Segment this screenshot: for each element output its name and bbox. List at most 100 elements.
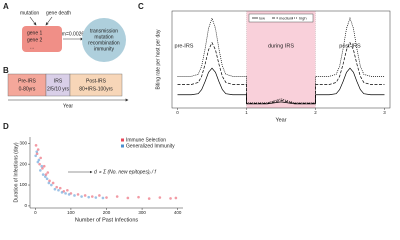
process: mutation: [94, 34, 113, 40]
point: [87, 195, 91, 199]
point: [41, 167, 44, 170]
point: [48, 179, 51, 183]
point: [47, 181, 51, 185]
point: [51, 181, 55, 185]
stage-name: Pre-IRS: [18, 78, 36, 84]
point: [76, 193, 80, 196]
point: [39, 169, 42, 172]
point: [53, 187, 57, 191]
panel-label: C: [138, 2, 144, 11]
point: [94, 196, 98, 199]
stage-name: IRS: [54, 78, 63, 84]
x-tick-label: 1: [245, 110, 248, 115]
point: [50, 183, 53, 187]
timeline: Pre-IRS 0-80yrs IRS 2/5/10 yrs Post-IRS 80+IR…: [7, 73, 123, 97]
formula: d ∝ Σ (No. new epitopes)ⱼ / f: [94, 169, 157, 175]
arrow: [45, 16, 53, 26]
panel-label: A: [3, 2, 9, 11]
point: [147, 197, 151, 200]
x-axis-label: Number of Past Infections: [75, 217, 139, 223]
x-axis-label: Year: [275, 117, 286, 123]
stage: [69, 73, 123, 97]
y-tick-label: 100: [19, 182, 27, 187]
process: transmission: [90, 28, 118, 34]
panel-label: D: [3, 122, 9, 131]
point: [98, 194, 101, 197]
point: [158, 196, 162, 199]
page: A B C D mutation gene death gene 1 gene …: [3, 2, 391, 224]
legend-label: high: [299, 15, 307, 20]
point: [41, 173, 45, 176]
host-circle: [82, 18, 126, 62]
label: mutation: [20, 10, 39, 16]
legend-swatch: [121, 144, 124, 148]
x-tick-label: 200: [103, 210, 111, 215]
point: [55, 185, 58, 189]
stage-duration: 2/5/10 yrs: [47, 86, 69, 92]
point: [126, 196, 130, 200]
annotation: post-IRS: [339, 43, 361, 49]
label: gene death: [46, 10, 71, 16]
stage-duration: 0-80yrs: [19, 86, 36, 92]
y-tick-label: 0: [24, 203, 27, 208]
point: [101, 196, 105, 200]
legend-label: low: [259, 15, 265, 20]
ellipsis: ...: [30, 44, 34, 50]
line: [177, 67, 385, 105]
gene: gene 2: [27, 37, 43, 43]
point: [39, 156, 42, 160]
stage-duration: 80+IRS-100yrs: [79, 86, 113, 92]
legend-box: [248, 13, 314, 23]
point: [42, 164, 46, 168]
legend-label: Immune Selection: [126, 137, 166, 143]
point: [115, 195, 119, 198]
plot-frame: [171, 10, 391, 109]
point: [40, 164, 44, 168]
y-tick-label: 200: [19, 161, 27, 166]
stage-name: Post-IRS: [86, 78, 107, 84]
x-tick-label: 3: [383, 110, 386, 115]
process: recombination: [88, 40, 120, 46]
point: [38, 162, 41, 166]
y-axis-label: Duration of Infections (day): [13, 142, 19, 202]
legend-label: Generalized Immunity: [126, 143, 175, 149]
x-tick-label: 400: [174, 210, 182, 215]
axis-label: Year: [63, 103, 73, 109]
arrow: [29, 16, 37, 26]
point: [44, 173, 48, 176]
x-tick-label: 300: [138, 210, 146, 215]
point: [58, 186, 62, 190]
point: [37, 158, 41, 162]
point: [35, 152, 39, 156]
figure: A B C D mutation gene death gene 1 gene …: [3, 2, 391, 223]
x-tick-label: 0: [176, 110, 179, 115]
point: [34, 144, 38, 147]
panel-label: B: [3, 66, 9, 75]
gene: gene 1: [27, 30, 43, 36]
point: [174, 196, 178, 200]
point: [46, 171, 50, 174]
rate: m=0.0026: [62, 31, 85, 37]
point: [169, 197, 172, 200]
point: [67, 193, 71, 196]
point: [36, 160, 40, 164]
point: [105, 196, 108, 199]
legend-swatch: [121, 138, 124, 142]
parasite-box: [22, 26, 62, 52]
x-tick-label: 100: [67, 210, 75, 215]
point: [90, 195, 94, 198]
point: [66, 188, 69, 192]
point: [60, 191, 64, 194]
y-tick-label: 300: [19, 140, 27, 145]
point: [44, 175, 47, 178]
legend-label: medium: [279, 15, 294, 20]
x-tick-label: 0: [34, 210, 37, 215]
point: [34, 154, 37, 158]
point: [35, 150, 39, 153]
point: [137, 195, 140, 199]
point: [64, 192, 67, 195]
point: [83, 194, 87, 197]
stage: [7, 73, 47, 97]
point: [45, 177, 49, 181]
shade: [246, 11, 316, 108]
